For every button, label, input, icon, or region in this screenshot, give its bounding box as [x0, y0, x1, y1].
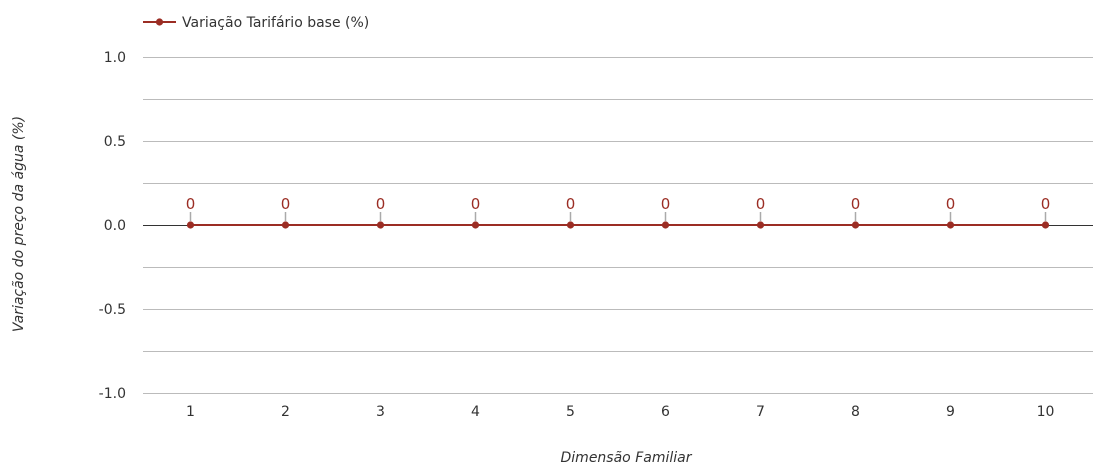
- y-tick-label: 0.0: [104, 218, 126, 234]
- data-label: 0: [376, 195, 386, 213]
- legend-marker-swatch: [155, 18, 164, 26]
- x-axis-title: Dimensão Familiar: [561, 450, 693, 465]
- x-tick-label: 9: [946, 404, 955, 420]
- data-point[interactable]: [281, 221, 290, 229]
- x-tick-label: 6: [661, 404, 670, 420]
- x-tick-label: 8: [851, 404, 860, 420]
- x-tick-label: 1: [186, 404, 195, 420]
- x-tick-label: 2: [281, 404, 290, 420]
- x-axis-ticks: 1 2 3 4 5 6 7 8 9 10: [186, 404, 1054, 420]
- legend[interactable]: Variação Tarifário base (%): [143, 15, 369, 31]
- data-point[interactable]: [186, 221, 195, 229]
- data-label: 0: [281, 195, 291, 213]
- data-point[interactable]: [851, 221, 860, 229]
- y-tick-label: -0.5: [99, 302, 126, 318]
- data-label: 0: [661, 195, 671, 213]
- y-tick-label: 1.0: [104, 50, 126, 66]
- data-point[interactable]: [376, 221, 385, 229]
- x-tick-label: 3: [376, 404, 385, 420]
- series-group: 0 0 0 0 0 0 0 0 0 0: [186, 195, 1051, 229]
- data-point[interactable]: [661, 221, 670, 229]
- y-axis-title: Variação do preço da água (%): [11, 116, 27, 332]
- data-label: 0: [851, 195, 861, 213]
- data-label: 0: [471, 195, 481, 213]
- y-tick-label: -1.0: [99, 386, 126, 402]
- data-point[interactable]: [566, 221, 575, 229]
- data-label: 0: [566, 195, 576, 213]
- data-point[interactable]: [756, 221, 765, 229]
- data-point[interactable]: [1041, 221, 1050, 229]
- x-tick-label: 5: [566, 404, 575, 420]
- data-point[interactable]: [946, 221, 955, 229]
- data-label: 0: [1041, 195, 1051, 213]
- data-label: 0: [756, 195, 766, 213]
- x-tick-label: 10: [1037, 404, 1055, 420]
- data-point[interactable]: [471, 221, 480, 229]
- y-axis-ticks: 1.0 0.5 0.0 -0.5 -1.0: [99, 50, 126, 402]
- x-tick-label: 4: [471, 404, 480, 420]
- y-tick-label: 0.5: [104, 134, 126, 150]
- data-label: 0: [186, 195, 196, 213]
- x-tick-label: 7: [756, 404, 765, 420]
- data-label: 0: [946, 195, 956, 213]
- legend-label: Variação Tarifário base (%): [182, 15, 369, 31]
